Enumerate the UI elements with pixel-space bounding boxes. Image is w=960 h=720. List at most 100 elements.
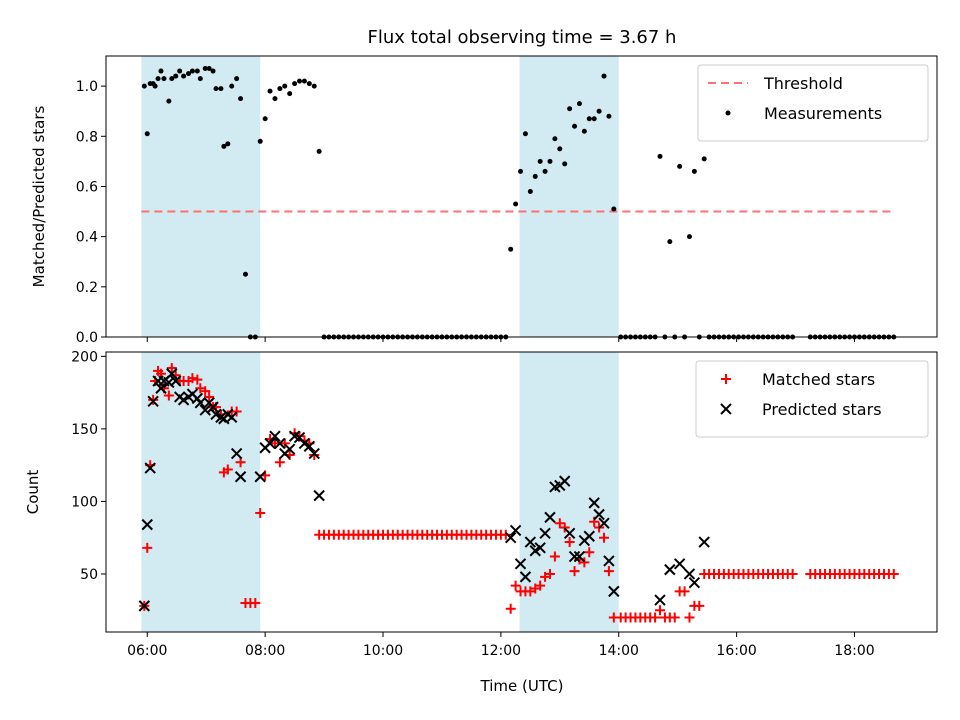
y-tick-label: 0.4 [76,230,98,246]
y-tick-label: 150 [71,422,98,438]
x-tick-label: 18:00 [834,643,874,659]
predicted-stars-marker [170,375,182,387]
measurement-point [257,138,263,144]
measurement-point [567,106,573,112]
y-tick-label: 0.0 [76,330,98,346]
predicted-stars-marker [698,536,710,548]
matched-stars-marker [200,386,211,397]
x-tick-label: 10:00 [363,643,403,659]
predicted-stars-marker [504,531,517,544]
measurement-point [158,68,164,74]
measurement-point [141,83,147,89]
predicted-stars-marker [194,397,207,409]
y-tick-label: 0.2 [76,280,98,296]
y-tick-label: 100 [71,494,98,510]
matched-stars-marker [163,390,174,401]
plot-frame [105,55,938,338]
matched-stars-marker [669,612,680,623]
matched-stars-marker [535,580,546,591]
measurement-point [229,83,235,89]
measurement-point [542,168,548,174]
predicted-stars-marker [215,411,227,423]
y-tick-label: 0.8 [76,129,98,145]
x-tick-label: 06:00 [127,643,167,659]
predicted-stars-marker [524,536,537,548]
y-axis-label: Matched/Predicted stars [30,106,48,288]
measurement-point [166,98,172,104]
predicted-stars-marker [303,440,316,453]
matched-stars-marker [559,522,570,533]
matched-stars-marker [274,457,285,468]
predicted-stars-marker [509,524,522,537]
y-tick-label: 50 [80,567,98,583]
predicted-stars-marker [141,518,153,531]
count-panel: 50 100 150 200 06:00 08:00 10:00 12:00 14:00 16:0… [24,349,938,659]
measurement-point [657,153,663,159]
y-tick-label: 200 [71,349,98,365]
predicted-stars-marker [254,471,266,483]
measurement-point [537,158,543,164]
predicted-stars-marker [234,471,247,483]
measurement-point [297,78,303,84]
measurement-point [238,96,244,102]
x-axis-label: Time (UTC) [480,677,564,695]
measurement-point [686,234,692,240]
legend-label: Matched stars [762,370,875,389]
measurement-point [177,68,183,74]
measurement-point [169,76,175,82]
predicted-stars-marker [534,542,546,554]
y-tick-label: 1.0 [76,79,98,95]
predicted-stars-marker [598,517,610,529]
predicted-stars-marker [588,497,600,509]
measurement-point [267,88,273,94]
predicted-stars-marker [274,437,286,450]
predicted-stars-marker [199,404,211,416]
matched-stars-marker [148,394,159,405]
predicted-stars-marker [514,558,527,570]
measurement-point [316,148,322,154]
legend-box [695,360,929,438]
x-tick-label: 16:00 [716,643,756,659]
matched-stars-marker [554,518,565,529]
observing-window-band [141,56,261,337]
matched-stars-marker [187,373,198,384]
matched-stars-marker [279,438,290,449]
measurement-point [218,86,224,92]
measurement-point [591,116,597,122]
measurement-point [572,123,578,129]
matched-stars-marker [599,532,610,543]
measurement-point [225,141,231,147]
measurement-point [611,206,617,212]
measurement-point [557,146,563,152]
measurement-point [301,78,307,84]
predicted-stars-marker [688,576,701,589]
predicted-stars-marker [654,594,666,606]
predicted-stars-marker [308,447,320,460]
matched-stars-marker [222,464,233,475]
observing-window-band [519,56,619,337]
matched-stars-marker [650,612,661,623]
matched-stars-marker [142,542,153,553]
matched-stars-marker [505,603,516,614]
predicted-stars-marker [147,395,159,408]
predicted-stars-marker [563,527,576,540]
measurement-point [508,246,514,252]
predicted-stars-marker [313,489,325,502]
measurement-point [667,239,673,245]
measurement-point [596,108,602,114]
plot-frame [105,351,938,633]
measurement-point [581,128,587,134]
x-tick-label: 08:00 [245,643,285,659]
matched-stars-marker [694,600,705,611]
matched-stars-marker [250,597,261,608]
predicted-stars-marker [264,437,276,450]
measurement-point [586,116,592,122]
legend-label: Predicted stars [762,400,882,419]
legend-matched-swatch [721,374,731,384]
measurement-point [513,201,519,207]
measurement-point [601,73,607,79]
measurement-point [552,136,558,142]
observing-window-band [141,352,261,632]
legend-label: Threshold [763,74,843,93]
